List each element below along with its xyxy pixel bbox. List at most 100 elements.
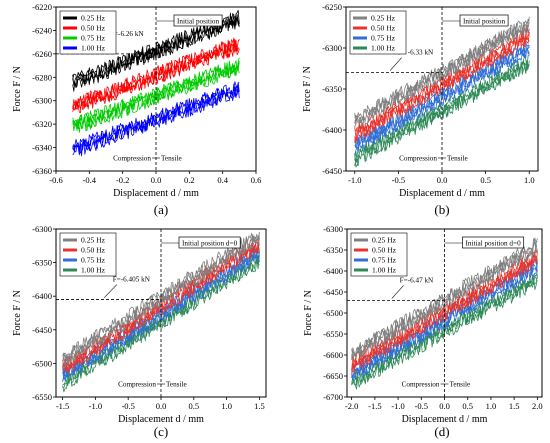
x-tick-label: 1.0 [221, 401, 232, 411]
y-tick-label: -6450 [32, 325, 52, 335]
x-tick-label: -0.6 [49, 175, 62, 185]
initial-position-box [459, 14, 509, 27]
legend-entry: 0.50 Hz [81, 24, 106, 33]
y-tick-label: -6350 [32, 258, 52, 268]
legend-entry: 0.25 Hz [372, 236, 397, 245]
x-tick-label: 0.6 [251, 175, 262, 185]
y-tick-label: -6550 [32, 392, 52, 402]
x-tick-label: -2.0 [345, 401, 358, 411]
force-annotation-pointer [389, 57, 402, 71]
y-tick-label: -6340 [32, 143, 52, 153]
y-tick-label: -6220 [32, 2, 52, 12]
x-tick-label: -0.2 [116, 175, 129, 185]
legend-entry: 0.25 Hz [371, 14, 396, 23]
legend-entry: 0.50 Hz [372, 246, 397, 255]
x-tick-label: -1.5 [368, 401, 381, 411]
initial-position-box [178, 236, 241, 249]
x-tick-label: 0.0 [439, 401, 450, 411]
y-tick-label: -6400 [323, 266, 343, 276]
tensile-label: Tensile [447, 155, 468, 163]
panel-label: (c) [154, 424, 168, 439]
chart-panel-3: Initial position d=0 F=-6.405 kN Compressi… [12, 224, 267, 439]
series-025hz-line [351, 237, 538, 361]
y-tick-label: -6500 [323, 308, 343, 318]
compression-label: Compression [399, 155, 437, 163]
compression-label: Compression [113, 155, 151, 163]
x-tick-label: 0.5 [480, 175, 491, 185]
initial-position-box [173, 14, 223, 27]
legend-entry: 1.00 Hz [81, 44, 106, 53]
y-tick-label: -6300 [322, 43, 342, 53]
y-tick-label: -6300 [323, 224, 343, 234]
y-axis-label: Force F / N [302, 66, 313, 112]
initial-position-label: Initial position [177, 18, 220, 26]
force-annotation: F=-6.405 kN [113, 276, 151, 284]
y-tick-label: -6250 [322, 2, 342, 12]
y-tick-label: -6500 [32, 358, 52, 368]
compression-label: Compression [402, 381, 440, 389]
y-tick-label: -6300 [32, 224, 52, 234]
force-annotation-pointer [104, 284, 118, 298]
legend-entry: 0.75 Hz [81, 34, 106, 43]
x-tick-label: 0.2 [184, 175, 195, 185]
x-tick-label: 1.0 [524, 175, 535, 185]
x-tick-label: -0.5 [121, 401, 134, 411]
legend-entry: 1.00 Hz [372, 266, 397, 275]
y-tick-label: -6400 [322, 125, 342, 135]
x-tick-label: 2.0 [532, 401, 543, 411]
panel-label: (b) [434, 202, 449, 217]
tensile-label: Tensile [166, 381, 187, 389]
x-tick-label: -0.5 [415, 401, 428, 411]
y-tick-label: -6350 [323, 245, 343, 255]
y-tick-label: -6360 [32, 166, 52, 176]
chart-panel-1: Initial position F=-6.26 kN Compression Ten… [12, 2, 261, 217]
x-tick-label: 0.5 [462, 401, 473, 411]
legend-entry: 0.25 Hz [81, 14, 106, 23]
force-annotation: F=-6.26 kN [110, 30, 144, 38]
x-tick-label: 0.0 [437, 175, 448, 185]
y-tick-label: -6650 [323, 371, 343, 381]
force-annotation: F= -6.33 kN [398, 49, 434, 57]
legend-entry: 0.50 Hz [371, 24, 396, 33]
y-tick-label: -6280 [32, 72, 52, 82]
x-tick-label: -1.0 [391, 401, 404, 411]
x-tick-label: 1.5 [254, 401, 265, 411]
initial-position-label: Initial position d=0 [182, 240, 238, 248]
x-tick-label: 0.0 [156, 401, 167, 411]
panel-label: (a) [154, 202, 168, 217]
y-tick-label: -6550 [323, 329, 343, 339]
tensile-label: Tensile [450, 381, 471, 389]
force-annotation: F=-6.47 kN [400, 276, 434, 284]
series-025hz-line [62, 231, 260, 368]
x-tick-label: -1.5 [56, 401, 69, 411]
legend-entry: 1.00 Hz [371, 44, 396, 53]
x-tick-label: -1.0 [348, 175, 361, 185]
legend-entry: 0.75 Hz [371, 34, 396, 43]
y-tick-label: -6350 [322, 84, 342, 94]
y-tick-label: -6400 [32, 291, 52, 301]
chart-panel-4: Initial position d=0 F=-6.47 kN Compressio… [303, 224, 543, 439]
panel-label: (d) [434, 424, 449, 439]
y-tick-label: -6300 [32, 96, 52, 106]
legend-entry: 0.75 Hz [81, 256, 106, 265]
y-axis-label: Force F / N [12, 290, 23, 336]
y-tick-label: -6450 [323, 287, 343, 297]
compression-label: Compression [118, 381, 156, 389]
y-tick-label: -6450 [322, 166, 342, 176]
force-annotation-pointer [391, 285, 404, 299]
initial-position-box [462, 236, 525, 249]
x-tick-label: -0.4 [83, 175, 97, 185]
x-tick-label: 1.0 [486, 401, 497, 411]
y-tick-label: -6260 [32, 49, 52, 59]
legend-entry: 0.25 Hz [81, 236, 106, 245]
x-axis-label: Displacement d / mm [113, 188, 199, 199]
x-axis-label: Displacement d / mm [402, 414, 488, 425]
x-tick-label: 1.5 [509, 401, 520, 411]
initial-position-label: Initial position d=0 [466, 240, 522, 248]
x-tick-label: 0.0 [151, 175, 162, 185]
series-050hz-line [351, 249, 538, 375]
legend-entry: 1.00 Hz [81, 266, 106, 275]
chart-panel-2: Initial position F= -6.33 kN Compression Te… [302, 2, 539, 217]
y-axis-label: Force F / N [12, 66, 23, 112]
